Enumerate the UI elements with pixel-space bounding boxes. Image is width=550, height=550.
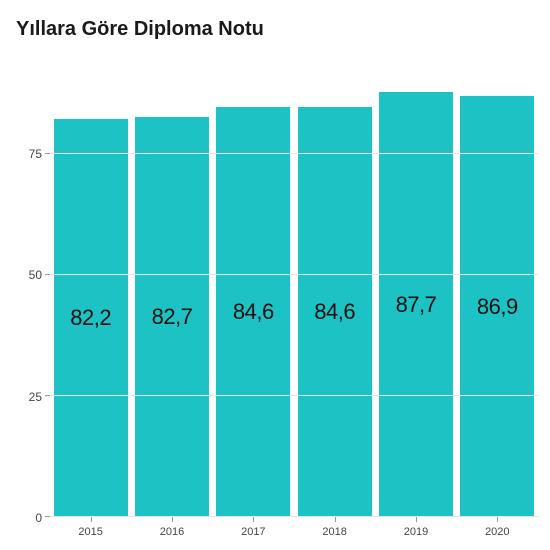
bar-slot: 82,7: [133, 57, 210, 517]
bar-value-label: 86,9: [477, 294, 518, 320]
bar-value-label: 84,6: [314, 299, 355, 325]
bar: 84,6: [298, 107, 372, 517]
plot-area: 0255075 82,282,784,684,687,786,9: [12, 57, 538, 518]
bar-value-label: 84,6: [233, 299, 274, 325]
y-axis: 0255075: [12, 57, 50, 518]
x-tick-mark: [172, 517, 173, 522]
x-tick-mark: [335, 517, 336, 522]
x-tick-mark: [497, 517, 498, 522]
gridline: [50, 395, 538, 396]
x-axis-label: 2017: [215, 526, 292, 538]
x-axis: 2015 2016 2017 2018 2019 2020: [50, 526, 538, 538]
gridline: [50, 153, 538, 154]
bars-row: 82,2 82,7 84,6 84,6 87,7 86,9: [50, 57, 538, 517]
bar: 86,9: [460, 96, 534, 517]
bar: 84,6: [216, 107, 290, 517]
bar: 87,7: [379, 92, 453, 517]
bar: 82,2: [54, 119, 128, 517]
y-tick-mark: [45, 516, 50, 517]
bar-slot: 82,2: [52, 57, 129, 517]
bar-slot: 84,6: [215, 57, 292, 517]
y-tick-label: 50: [29, 268, 42, 282]
y-tick-label: 75: [29, 147, 42, 161]
y-tick-mark: [45, 274, 50, 275]
x-axis-label: 2015: [52, 526, 129, 538]
bar-value-label: 82,2: [70, 305, 111, 331]
bar-value-label: 87,7: [396, 292, 437, 318]
x-axis-label: 2019: [377, 526, 454, 538]
x-tick-mark: [416, 517, 417, 522]
bar-value-label: 82,7: [152, 304, 193, 330]
x-tick-mark: [253, 517, 254, 522]
gridline: [50, 274, 538, 275]
bar-slot: 87,7: [377, 57, 454, 517]
bar-slot: 86,9: [459, 57, 536, 517]
y-tick-mark: [45, 395, 50, 396]
bars-region: 82,2 82,7 84,6 84,6 87,7 86,9: [50, 57, 538, 518]
y-tick-label: 25: [29, 390, 42, 404]
bar: 82,7: [135, 117, 209, 517]
chart-title: Yıllara Göre Diploma Notu: [12, 18, 538, 41]
chart-container: Yıllara Göre Diploma Notu 0255075 82,282…: [0, 0, 550, 550]
x-tick-mark: [91, 517, 92, 522]
x-axis-label: 2016: [133, 526, 210, 538]
x-axis-label: 2018: [296, 526, 373, 538]
y-tick-label: 0: [35, 511, 42, 525]
bar-slot: 84,6: [296, 57, 373, 517]
y-tick-mark: [45, 153, 50, 154]
gridline: [50, 516, 538, 517]
x-axis-label: 2020: [459, 526, 536, 538]
